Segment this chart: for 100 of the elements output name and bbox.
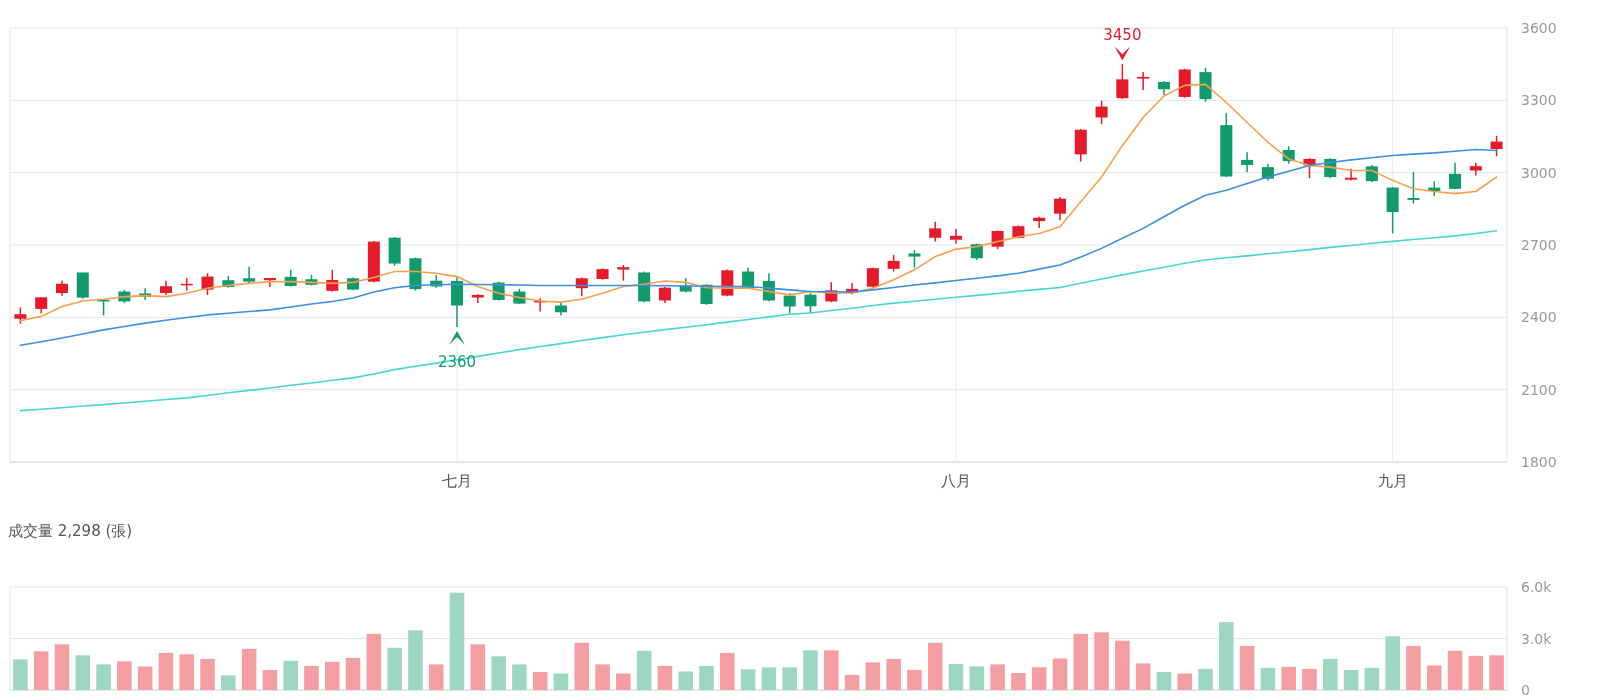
bar (1447, 650, 1463, 690)
bar (990, 664, 1005, 690)
bar (1322, 658, 1338, 690)
bar (1239, 645, 1255, 690)
bar (428, 664, 444, 690)
candlestick (1116, 63, 1129, 100)
bar (1260, 667, 1276, 690)
bar (13, 659, 28, 690)
x-tick-label: 八月 (941, 472, 972, 490)
y-tick-label: 3600 (1521, 20, 1557, 36)
bar (1011, 673, 1026, 690)
y-tick-label: 2100 (1521, 381, 1557, 398)
candlestick (1448, 162, 1462, 191)
bar (907, 669, 922, 690)
bar (1219, 622, 1234, 690)
candlestick (1137, 71, 1150, 91)
bar (927, 642, 943, 690)
bar (1031, 667, 1047, 690)
bar (886, 658, 901, 690)
bar (1198, 668, 1213, 690)
line-series (19, 229, 1498, 412)
chart-title: 成交量 2,298 (張) (8, 522, 133, 540)
candlestick (1469, 162, 1482, 177)
bar (699, 665, 714, 690)
candlestick (929, 221, 942, 243)
y-tick-label: 3300 (1521, 92, 1557, 109)
bar (304, 665, 319, 690)
bar (1343, 669, 1359, 690)
candlestick (1053, 196, 1067, 221)
bar (678, 671, 694, 690)
bar (1094, 632, 1109, 690)
y-tick-label: 1800 (1521, 454, 1557, 470)
candlestick (1345, 168, 1358, 182)
bar (720, 652, 735, 690)
bar (595, 664, 610, 690)
bar (366, 633, 382, 690)
bar (761, 667, 777, 690)
bar (75, 655, 91, 690)
bar (449, 592, 465, 690)
x-tick-label: 九月 (1377, 472, 1408, 490)
bar (179, 654, 195, 690)
candlestick (263, 277, 276, 288)
bar (532, 671, 548, 690)
bar (969, 666, 985, 690)
bar (1406, 645, 1421, 690)
bar (657, 665, 673, 690)
candlestick (804, 292, 817, 314)
bar (865, 662, 881, 690)
bar (387, 647, 402, 690)
bar (803, 650, 818, 690)
candlestick (471, 293, 484, 304)
candlestick (201, 272, 214, 296)
bar (283, 660, 298, 690)
bar (1489, 655, 1504, 690)
bar (1156, 671, 1172, 690)
bar (844, 674, 860, 690)
candlestick (1241, 151, 1254, 173)
bar (1385, 636, 1400, 690)
bar (1135, 663, 1151, 690)
bar (1052, 658, 1068, 690)
bar (117, 661, 132, 690)
bar (948, 663, 964, 690)
candlestick (243, 265, 256, 285)
bar (1302, 668, 1317, 690)
bar (636, 650, 652, 690)
bar (616, 673, 631, 690)
bar (1468, 655, 1484, 690)
y-tick-label: 6.0k (1521, 579, 1553, 595)
bar (96, 664, 111, 690)
bar (221, 675, 236, 690)
y-tick-label: 3.0k (1521, 630, 1553, 647)
y-tick-label: 2700 (1521, 237, 1557, 253)
candlestick (1095, 100, 1108, 125)
bar (823, 650, 839, 690)
y-tick-label: 3000 (1521, 164, 1557, 181)
annotation: 3450 (1103, 26, 1142, 45)
candlestick (783, 292, 796, 314)
y-tick-label: 2400 (1521, 309, 1557, 326)
bar (1073, 633, 1089, 690)
bar (470, 644, 486, 690)
bar (262, 669, 278, 690)
bar (491, 656, 506, 690)
candlestick (1407, 171, 1420, 205)
y-tick-label: 0 (1521, 682, 1530, 698)
bar (345, 657, 361, 690)
bar (782, 667, 797, 690)
bar (158, 652, 174, 690)
bar (574, 642, 590, 690)
bar (553, 673, 569, 690)
bar (324, 661, 340, 690)
bar (1426, 665, 1442, 690)
x-tick-label: 七月 (442, 472, 473, 490)
bar (1115, 640, 1130, 690)
candlestick (1490, 135, 1503, 158)
bar (1177, 673, 1192, 690)
bar (137, 666, 153, 690)
candlestick (949, 228, 963, 245)
bar (408, 630, 423, 690)
bar (1364, 667, 1380, 690)
bar (1281, 666, 1296, 690)
